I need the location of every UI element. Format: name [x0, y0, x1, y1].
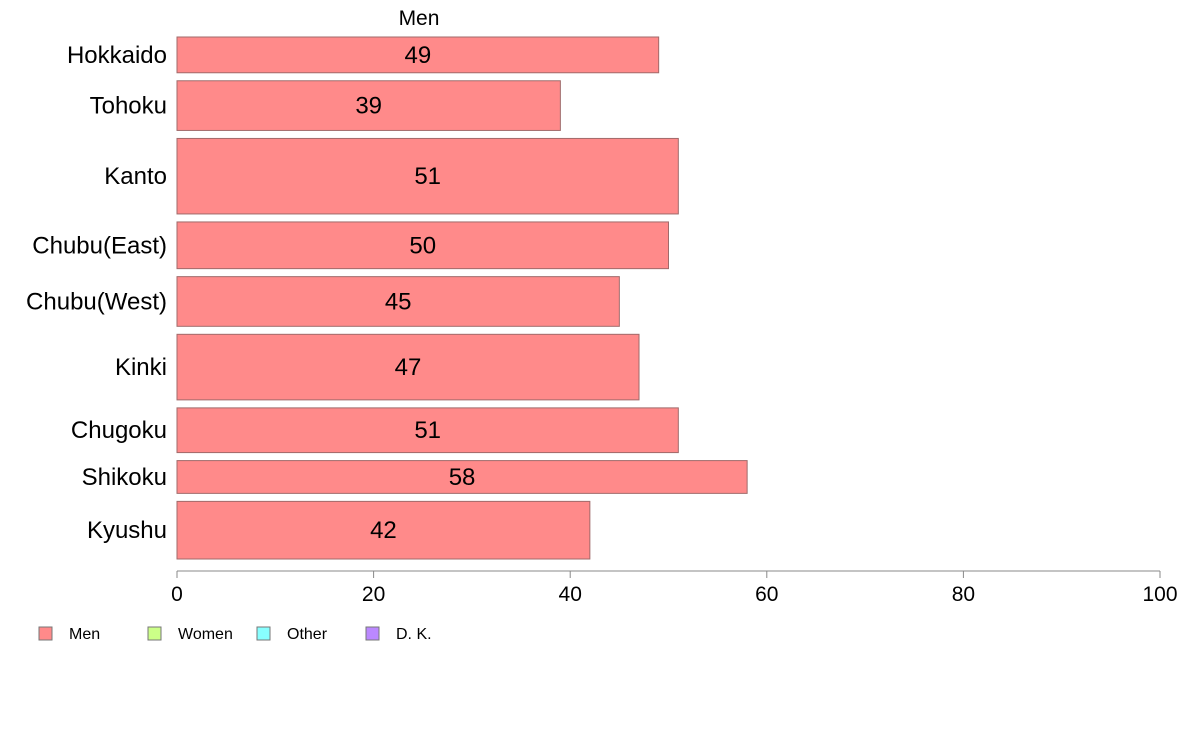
bar-group-hokkaido: 49 Hokkaido — [67, 36, 660, 74]
chart-title: Men — [399, 7, 440, 30]
bar-group-chubu-west: 45 Chubu(West) — [26, 276, 620, 327]
bars-layer: 49 Hokkaido 39 Tohoku 51 Kanto 50 Chubu(East) 45… — [26, 36, 748, 560]
legend-item-women: Women — [147, 626, 233, 643]
bar-group-chugoku: 51 Chugoku — [71, 407, 679, 454]
bar-tohoku — [176, 80, 561, 131]
category-label-kinki: Kinki — [115, 354, 167, 381]
x-axis: 0 20 40 60 80 100 — [171, 570, 1178, 606]
legend-label-other: Other — [287, 626, 328, 643]
x-tick-label: 80 — [952, 583, 975, 606]
category-label-shikoku: Shikoku — [82, 464, 167, 491]
x-tick-label: 60 — [755, 583, 778, 606]
bar-value-label: 39 — [355, 93, 382, 120]
bar-value-label: 51 — [414, 417, 441, 444]
bar-chugoku — [176, 407, 679, 454]
legend-label-men: Men — [69, 626, 100, 643]
legend-label-women: Women — [178, 626, 233, 643]
bar-value-label: 49 — [404, 42, 431, 69]
legend-item-men: Men — [38, 626, 100, 643]
bar-value-label: 58 — [449, 464, 476, 491]
legend-item-d-k: D. K. — [365, 626, 432, 643]
bar-value-label: 51 — [414, 163, 441, 190]
bar-value-label: 47 — [395, 354, 422, 381]
legend-swatch-women — [147, 626, 162, 641]
bar-value-label: 42 — [370, 517, 397, 544]
category-label-kyushu: Kyushu — [87, 517, 167, 544]
category-label-tohoku: Tohoku — [90, 93, 167, 120]
category-label-kanto: Kanto — [104, 163, 167, 190]
legend-swatch-other — [256, 626, 271, 641]
x-tick-label: 20 — [362, 583, 385, 606]
category-label-hokkaido: Hokkaido — [67, 42, 167, 69]
bar-shikoku — [176, 460, 748, 494]
category-label-chubu-west: Chubu(West) — [26, 288, 167, 315]
bar-value-label: 45 — [385, 288, 412, 315]
legend-label-d-k: D. K. — [396, 626, 432, 643]
category-label-chugoku: Chugoku — [71, 417, 167, 444]
bar-group-kinki: 47 Kinki — [115, 333, 640, 401]
x-tick-label: 0 — [171, 583, 183, 606]
legend-swatch-d-k — [365, 626, 380, 641]
bar-chubu-west — [176, 276, 620, 327]
bar-kyushu — [176, 500, 591, 560]
bar-group-kanto: 51 Kanto — [104, 137, 679, 215]
bar-hokkaido — [176, 36, 660, 74]
bar-value-label: 50 — [409, 232, 436, 259]
category-label-chubu-east: Chubu(East) — [32, 232, 167, 259]
x-tick-label: 100 — [1142, 583, 1177, 606]
bar-group-kyushu: 42 Kyushu — [87, 500, 591, 560]
x-tick-label: 40 — [559, 583, 582, 606]
bar-group-shikoku: 58 Shikoku — [82, 460, 748, 494]
legend: Men Women Other D. K. — [38, 626, 432, 643]
legend-swatch-men — [38, 626, 53, 641]
bar-chubu-east — [176, 221, 669, 270]
bar-group-tohoku: 39 Tohoku — [90, 80, 561, 131]
bar-kinki — [176, 333, 640, 401]
legend-item-other: Other — [256, 626, 328, 643]
bar-group-chubu-east: 50 Chubu(East) — [32, 221, 669, 270]
bar-kanto — [176, 137, 679, 215]
